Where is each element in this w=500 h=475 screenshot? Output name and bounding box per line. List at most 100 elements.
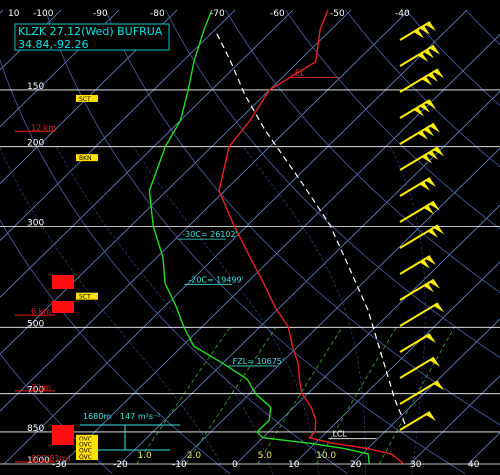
wind-barb-shaft (399, 200, 435, 223)
height-label: 3 km (31, 383, 51, 392)
bottom-temp-label: 10 (288, 460, 300, 470)
mixing-ratio-label: 1.0 (137, 451, 152, 461)
wind-barb-flag (426, 412, 436, 421)
mixing-ratio-label: 5.0 (258, 451, 273, 461)
chart-location: 34.84,-92.26 (18, 38, 88, 51)
wind-barb-flag (424, 127, 434, 137)
moist-adiabat (56, 146, 273, 474)
top-temp-label: -80 (150, 9, 165, 19)
isotherm-line (467, 432, 500, 465)
bottom-temp-label: -10 (172, 460, 187, 470)
title-box-frame (14, 23, 170, 51)
temperature-trace (218, 9, 405, 465)
cloud-tag-label: BKN (79, 155, 92, 162)
mixing-ratio-line (185, 327, 277, 465)
wind-barb-shaft (399, 122, 435, 145)
wind-barb-flag (426, 22, 436, 31)
cloud-tag-label: SCT (79, 96, 91, 103)
wind-barb-shaft (399, 177, 431, 197)
wind-barb-shaft (399, 278, 435, 301)
mixing-ratio-line (257, 327, 343, 465)
wind-barb-shaft (399, 380, 439, 405)
pressure-label: 200 (27, 139, 44, 149)
moist-adiabat (133, 146, 320, 474)
top-temp-label: -90 (93, 9, 108, 19)
wind-barb-flag (422, 154, 432, 164)
wind-barb-flag (434, 303, 444, 313)
wind-barb-shaft (399, 146, 439, 171)
pressure-label: 850 (27, 424, 44, 434)
wind-barb-shaft (399, 411, 431, 431)
wind-barb-shaft (399, 99, 431, 119)
wind-barb-flag (430, 45, 440, 55)
wind-barb-flag (426, 178, 436, 187)
wind-barb-flag (420, 181, 430, 191)
moist-adiabat-curves (0, 146, 426, 474)
wind-barb-flag (418, 52, 428, 62)
cloud-tag-box (76, 154, 98, 162)
dry-adiabat (0, 219, 231, 474)
wind-barb-flag (418, 130, 428, 140)
top-temp-label: -100 (33, 9, 54, 19)
cloud-tag-label: OVC (79, 436, 92, 443)
dewpoint-trace (148, 9, 371, 465)
cloud-tag-box (76, 446, 98, 454)
wind-barb-shaft (399, 44, 435, 67)
height-label: 12 km (31, 123, 56, 132)
annotation-label: LCL (332, 430, 347, 439)
mixing-ratio-label: 2.0 (187, 451, 202, 461)
isotherm-line (0, 9, 294, 298)
cloud-tag-label: SCT (79, 294, 91, 301)
helicity-value: 147 m²s⁻² (120, 412, 160, 421)
wind-barb-flag (434, 381, 444, 391)
dry-adiabat-curves (0, 9, 500, 474)
parcel-ascent-curve (214, 29, 406, 425)
cloud-cover-block (52, 425, 74, 445)
pressure-label: 300 (27, 219, 44, 229)
moist-adiabat (389, 146, 426, 474)
pressure-label: 1000 (27, 456, 50, 466)
helicity-depth: 1680m (83, 412, 111, 421)
height-label: 6 km (31, 307, 51, 316)
wind-barbs (399, 21, 444, 431)
moist-adiabat (242, 146, 366, 474)
isotherm-lines (0, 9, 500, 465)
wind-barb-flag (426, 100, 436, 109)
dry-adiabat (165, 9, 500, 359)
isotherm-line (293, 261, 500, 465)
cloud-tag-box (76, 94, 98, 102)
annotation-label: EL (295, 68, 305, 77)
isotherm-line (0, 9, 4, 14)
isotherm-line (235, 204, 500, 465)
cloud-tag-box (76, 434, 98, 442)
wind-barb-flag (420, 103, 430, 113)
wind-barb-flag (420, 259, 430, 269)
cloud-cover-block (52, 301, 74, 313)
wind-barb-flag (424, 205, 434, 215)
wind-barb-shaft (399, 21, 431, 41)
isotherm-line (61, 34, 500, 465)
bottom-temp-label: -30 (52, 460, 67, 470)
wind-barb-flag (426, 256, 436, 265)
wind-barb-flag (428, 150, 438, 160)
pressure-label: 150 (27, 82, 44, 92)
isotherm-line (0, 9, 178, 185)
wind-barb-shaft (399, 356, 435, 379)
bottom-temp-label: 30 (410, 460, 422, 470)
cloud-cover-block (52, 275, 74, 289)
mixing-ratio-lines: 1.0 2.0 5.0 10.0 (136, 327, 455, 465)
annotations: EL -30C= 26102' -20C= 19499' FZL= 10675' LCL (178, 68, 377, 440)
top-temp-label: -70 (210, 9, 225, 19)
isotherm-line (0, 9, 410, 412)
chart-title: KLZK 27.12(Wed) BUFRUA (18, 25, 163, 38)
top-temp-label: -50 (330, 9, 345, 19)
isotherm-line (409, 375, 500, 465)
wind-barb-flag (428, 228, 438, 238)
wind-barb-flag (422, 76, 432, 86)
cloud-tag-label: OVC (79, 448, 92, 455)
height-label: SFC(81m) (31, 454, 70, 463)
wind-barb-flag (434, 69, 444, 79)
isotherm-line (0, 9, 62, 71)
isotherm-line (0, 9, 120, 128)
